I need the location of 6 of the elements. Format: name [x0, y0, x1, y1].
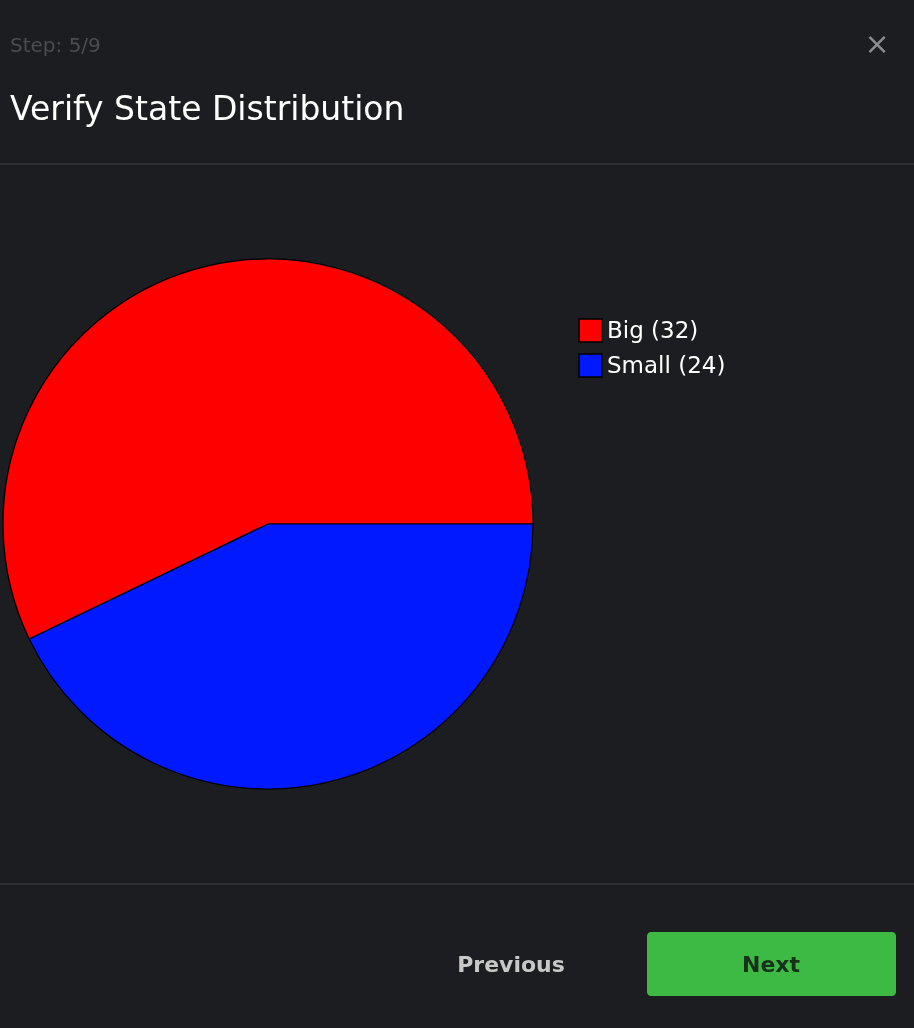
chart-title: Verify State Distribution: [10, 89, 405, 128]
text: Next: [741, 952, 801, 977]
text: Previous: [457, 952, 565, 977]
text: ×: [864, 26, 890, 61]
legend-label: Big (32): [607, 316, 699, 343]
legend-label: Small (24): [607, 351, 726, 378]
